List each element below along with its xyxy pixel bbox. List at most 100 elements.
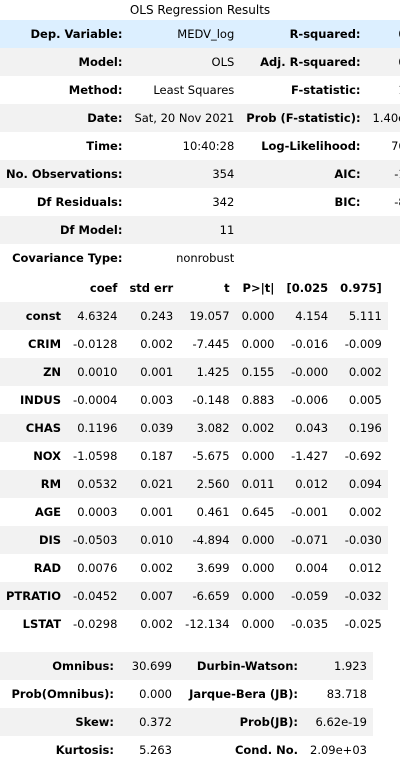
diagnostics-label: Cond. No.	[234, 743, 298, 757]
coef-value: 0.000	[241, 589, 275, 603]
coef-variable-name: RM	[40, 477, 62, 491]
coef-value: 3.082	[196, 421, 230, 435]
coef-value: -6.659	[192, 589, 230, 603]
summary-value	[367, 216, 400, 244]
coef-row: CHAS 0.1196 0.039 3.082 0.002 0.043 0.196	[0, 414, 388, 442]
coef-value: -12.134	[185, 617, 230, 631]
coef-row: CRIM -0.0128 0.002 -7.445 0.000 -0.016 -0.009	[0, 330, 388, 358]
coef-row: RM 0.0532 0.021 2.560 0.011 0.012 0.094	[0, 470, 388, 498]
coef-value: -1.0598	[73, 449, 118, 463]
coef-value: 0.021	[140, 477, 174, 491]
coef-variable-name: DIS	[38, 533, 62, 547]
summary-row: Method: Least Squares F-statistic: 103.3	[0, 76, 400, 104]
coef-value: -0.0452	[73, 589, 118, 603]
summary-value: 1.40e-101	[372, 111, 400, 125]
coef-value: -0.071	[291, 533, 329, 547]
summary-value: -129.2	[394, 167, 400, 181]
coef-column-header: coef	[89, 281, 118, 295]
model-summary-table: Dep. Variable:MEDV_logR-squared:0.769Mod…	[0, 20, 400, 272]
coef-column-header: P>|t|	[242, 281, 275, 295]
coef-value: 0.000	[241, 533, 275, 547]
coef-row: DIS -0.0503 0.010 -4.894 0.000 -0.071 -0.030	[0, 526, 388, 554]
coef-value: -0.0128	[73, 337, 118, 351]
coef-value: 0.187	[140, 449, 174, 463]
coef-value: 0.003	[140, 393, 174, 407]
coef-column-header: [0.025	[286, 281, 329, 295]
coef-row: const 4.6324 0.243 19.057 0.000 4.154 5.111	[0, 302, 388, 330]
summary-label: Time:	[86, 139, 123, 153]
coef-variable-name: CHAS	[25, 421, 62, 435]
coef-variable-name: const	[25, 309, 62, 323]
summary-row: Covariance Type: nonrobust	[0, 244, 400, 272]
coef-value: -7.445	[192, 337, 230, 351]
coef-value: -0.016	[291, 337, 329, 351]
coef-value: 4.154	[295, 309, 329, 323]
coef-value: 0.002	[140, 617, 174, 631]
coef-variable-name: CRIM	[28, 337, 62, 351]
summary-value: 76.596	[391, 139, 400, 153]
coef-value: 0.007	[140, 589, 174, 603]
summary-label: Covariance Type:	[12, 251, 123, 265]
diagnostics-row: Kurtosis: 5.263 Cond. No. 2.09e+03	[0, 736, 373, 764]
coef-value: 4.6324	[77, 309, 118, 323]
coef-value: 0.461	[196, 505, 230, 519]
summary-row: Df Residuals: 342 BIC: -82.76	[0, 188, 400, 216]
coef-row: ZN 0.0010 0.001 1.425 0.155 -0.000 0.002	[0, 358, 388, 386]
coef-value: 0.039	[140, 421, 174, 435]
diagnostics-value: 0.000	[139, 687, 172, 701]
coef-value: 5.111	[348, 309, 382, 323]
coef-variable-name: PTRATIO	[6, 589, 62, 603]
diagnostics-label: Kurtosis:	[55, 743, 114, 757]
summary-label: F-statistic:	[291, 83, 361, 97]
coef-variable-name: RAD	[33, 561, 62, 575]
summary-label: No. Observations:	[6, 167, 123, 181]
coef-value: 0.004	[295, 561, 329, 575]
coef-value: 0.0076	[77, 561, 118, 575]
summary-value: Sat, 20 Nov 2021	[134, 111, 235, 125]
coef-value: -4.894	[192, 533, 230, 547]
coef-value: 0.0532	[77, 477, 118, 491]
coef-row: RAD 0.0076 0.002 3.699 0.000 0.004 0.012	[0, 554, 388, 582]
summary-value: MEDV_log	[177, 27, 235, 41]
diagnostics-label: Prob(JB):	[239, 715, 298, 729]
coef-value: 0.094	[348, 477, 382, 491]
coef-value: -0.059	[291, 589, 329, 603]
summary-value: 10:40:28	[182, 139, 235, 153]
coef-variable-name: ZN	[43, 365, 62, 379]
summary-label: Log-Likelihood:	[261, 139, 361, 153]
coef-value: 0.043	[295, 421, 329, 435]
coef-value: 0.000	[241, 561, 275, 575]
coef-value: -0.032	[344, 589, 382, 603]
coef-value: 0.001	[140, 505, 174, 519]
coef-value: 3.699	[196, 561, 230, 575]
coef-value: -0.030	[344, 533, 382, 547]
coef-value: 0.002	[140, 561, 174, 575]
coef-value: 0.002	[140, 337, 174, 351]
coef-value: 0.010	[140, 533, 174, 547]
coef-value: 0.002	[348, 505, 382, 519]
coef-value: 0.000	[241, 449, 275, 463]
diagnostics-label: Durbin-Watson:	[196, 659, 298, 673]
summary-label: AIC:	[334, 167, 361, 181]
coef-value: 0.883	[241, 393, 275, 407]
diagnostics-label: Jarque-Bera (JB):	[189, 687, 298, 701]
coef-value: 0.005	[348, 393, 382, 407]
coefficient-table: coef std err t P>|t| [0.025 0.975] const 4.6324…	[0, 274, 388, 638]
results-title: OLS Regression Results	[129, 3, 271, 17]
coef-value: 0.0010	[77, 365, 118, 379]
coef-value: -0.009	[344, 337, 382, 351]
coef-variable-name: LSTAT	[22, 617, 62, 631]
coef-row: NOX -1.0598 0.187 -5.675 0.000 -1.427 -0.692	[0, 442, 388, 470]
diagnostics-row: Prob(Omnibus): 0.000 Jarque-Bera (JB): 83.7…	[0, 680, 373, 708]
coef-value: 0.000	[241, 309, 275, 323]
coef-row: INDUS -0.0004 0.003 -0.148 0.883 -0.006 0.005	[0, 386, 388, 414]
coef-value: 0.1196	[77, 421, 118, 435]
summary-value: 103.3	[367, 76, 400, 104]
summary-value: OLS	[211, 55, 235, 69]
coef-value: 0.155	[241, 365, 275, 379]
summary-label: Method:	[68, 83, 123, 97]
summary-value: -82.76	[394, 195, 400, 209]
coef-value: -0.001	[291, 505, 329, 519]
summary-value: 0.761	[367, 48, 400, 76]
summary-label: Date:	[87, 111, 123, 125]
